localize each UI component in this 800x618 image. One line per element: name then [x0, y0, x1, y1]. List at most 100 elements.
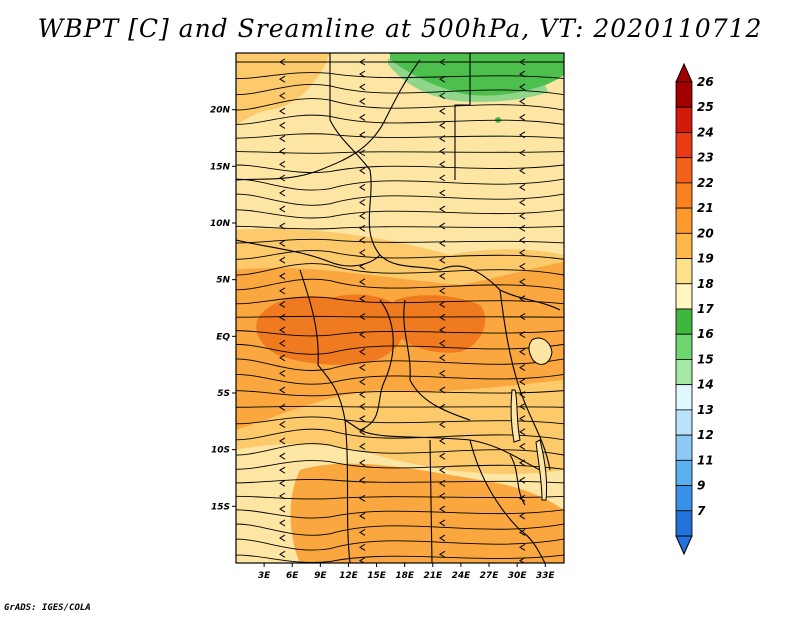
streamline [236, 495, 564, 500]
map-title: WBPT [C] and Sreamline at 500hPa, VT: 20… [37, 14, 763, 43]
lat-tick-label: 5N [216, 276, 230, 286]
streamline-arrow [519, 131, 526, 139]
lat-tick-label: EQ [216, 332, 230, 342]
streamline-arrow [359, 313, 366, 321]
streamline-arrow [359, 364, 366, 372]
lat-tick-label: 10S [211, 446, 230, 456]
wbpt-22-band-south [290, 463, 564, 563]
streamline [236, 278, 564, 291]
streamline [236, 98, 564, 111]
streamline [236, 343, 564, 355]
grads-credit: GrADS: IGES/COLA [4, 603, 91, 613]
streamline-arrow [359, 58, 366, 66]
streamline-arrow [359, 428, 366, 436]
streamline-arrow [279, 466, 286, 474]
streamline-arrow [519, 114, 526, 121]
streamline-arrow [359, 331, 366, 338]
lon-tick-label: 24E [452, 571, 472, 581]
streamline-arrow [279, 121, 286, 129]
map-frame [235, 52, 565, 564]
streamline-arrow [359, 131, 366, 139]
colorbar-label: 25 [697, 100, 714, 114]
streamline-arrow [519, 278, 526, 286]
colorbar-label: 16 [697, 327, 714, 341]
streamline-arrow [279, 519, 286, 527]
colorbar-swatch [675, 333, 693, 360]
streamline [236, 428, 564, 441]
streamline [236, 178, 564, 191]
streamline-arrow [439, 437, 446, 445]
streamline [236, 315, 564, 318]
colorbar-swatch [675, 409, 693, 436]
streamline [236, 373, 564, 385]
streamline-arrow [279, 370, 286, 377]
streamline-arrow [359, 403, 366, 410]
streamline-arrow [279, 313, 286, 321]
streamline [236, 405, 564, 408]
streamline [236, 151, 564, 154]
streamline-arrow [439, 222, 446, 230]
streamline-arrow [439, 339, 446, 347]
streamline-arrow [279, 272, 286, 280]
longitude-axis: 3E 6E 9E 12E 15E 18E 21E 24E 27E 30E 33E [258, 563, 555, 581]
streamline-arrow [439, 421, 446, 428]
streamline-arrow [519, 212, 526, 220]
streamline-arrow [279, 92, 286, 100]
colorbar-label: 17 [697, 302, 714, 316]
streamline-arrow [359, 494, 366, 502]
streamline-arrow [359, 212, 366, 220]
streamline-arrow [359, 183, 366, 191]
lon-tick-label: 18E [395, 571, 415, 581]
streamline-arrow [519, 97, 526, 105]
streamline [236, 538, 564, 551]
streamline-arrow [439, 287, 446, 295]
streamline-arrow [519, 512, 526, 520]
streamline-arrow [279, 339, 286, 347]
streamlines [236, 58, 564, 563]
streamline [236, 390, 564, 397]
streamline-arrow [359, 114, 366, 121]
streamline-arrow [359, 459, 366, 467]
streamline-arrow [519, 331, 526, 338]
streamline [236, 209, 564, 219]
colorbar-swatch [675, 308, 693, 335]
streamline-arrow [359, 278, 366, 286]
streamline-arrow [519, 428, 526, 436]
streamline-arrow [439, 256, 446, 264]
lon-tick-label: 12E [339, 571, 359, 581]
streamline-arrow [279, 135, 286, 143]
colorbar-swatch [675, 434, 693, 461]
streamline-arrow [439, 75, 446, 83]
colorbar-label: 24 [697, 125, 714, 139]
colorbar: 26 25 24 23 22 21 20 19 18 17 16 15 14 13 12 11 9 7 [675, 62, 714, 556]
streamline [236, 478, 564, 484]
lon-tick-label: 30E [508, 571, 528, 581]
streamline-arrow [279, 421, 286, 428]
streamline [236, 238, 564, 244]
streamline-arrow [439, 505, 446, 513]
streamline-arrow [279, 403, 286, 411]
lat-tick-label: 20N [210, 106, 231, 116]
colorbar-label: 12 [697, 428, 714, 442]
wbpt-23-core-east [390, 295, 486, 353]
streamline-arrow [359, 70, 366, 78]
colorbar-swatch [675, 207, 693, 234]
colorbar-swatch [675, 510, 693, 537]
streamline-arrow [279, 479, 286, 487]
streamline-arrow [439, 354, 446, 362]
streamline-arrow [279, 386, 286, 394]
streamline-arrow [279, 75, 286, 83]
streamline-arrow [439, 58, 446, 66]
colorbar-swatch [675, 81, 693, 108]
streamline-arrow [519, 224, 526, 232]
wbpt-17-north-green [388, 58, 548, 102]
streamline-arrow [439, 135, 446, 143]
streamline-arrow [279, 326, 286, 334]
colorbar-label: 11 [697, 453, 714, 467]
streamline-arrow [359, 543, 366, 551]
colorbar-label: 14 [697, 378, 714, 392]
colorbar-label: 21 [697, 201, 714, 215]
colorbar-label: 15 [697, 352, 714, 366]
streamline [236, 133, 564, 139]
streamline-arrow [359, 149, 366, 157]
